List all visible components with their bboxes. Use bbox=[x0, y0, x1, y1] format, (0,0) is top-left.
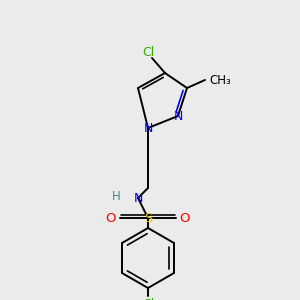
Text: Cl: Cl bbox=[142, 46, 154, 59]
Text: O: O bbox=[180, 212, 190, 224]
Text: N: N bbox=[143, 122, 153, 134]
Text: Cl: Cl bbox=[142, 298, 154, 300]
Text: N: N bbox=[133, 191, 143, 205]
Text: N: N bbox=[173, 110, 183, 122]
Text: H: H bbox=[112, 190, 120, 202]
Text: O: O bbox=[106, 212, 116, 224]
Text: CH₃: CH₃ bbox=[209, 74, 231, 86]
Text: S: S bbox=[144, 212, 152, 224]
